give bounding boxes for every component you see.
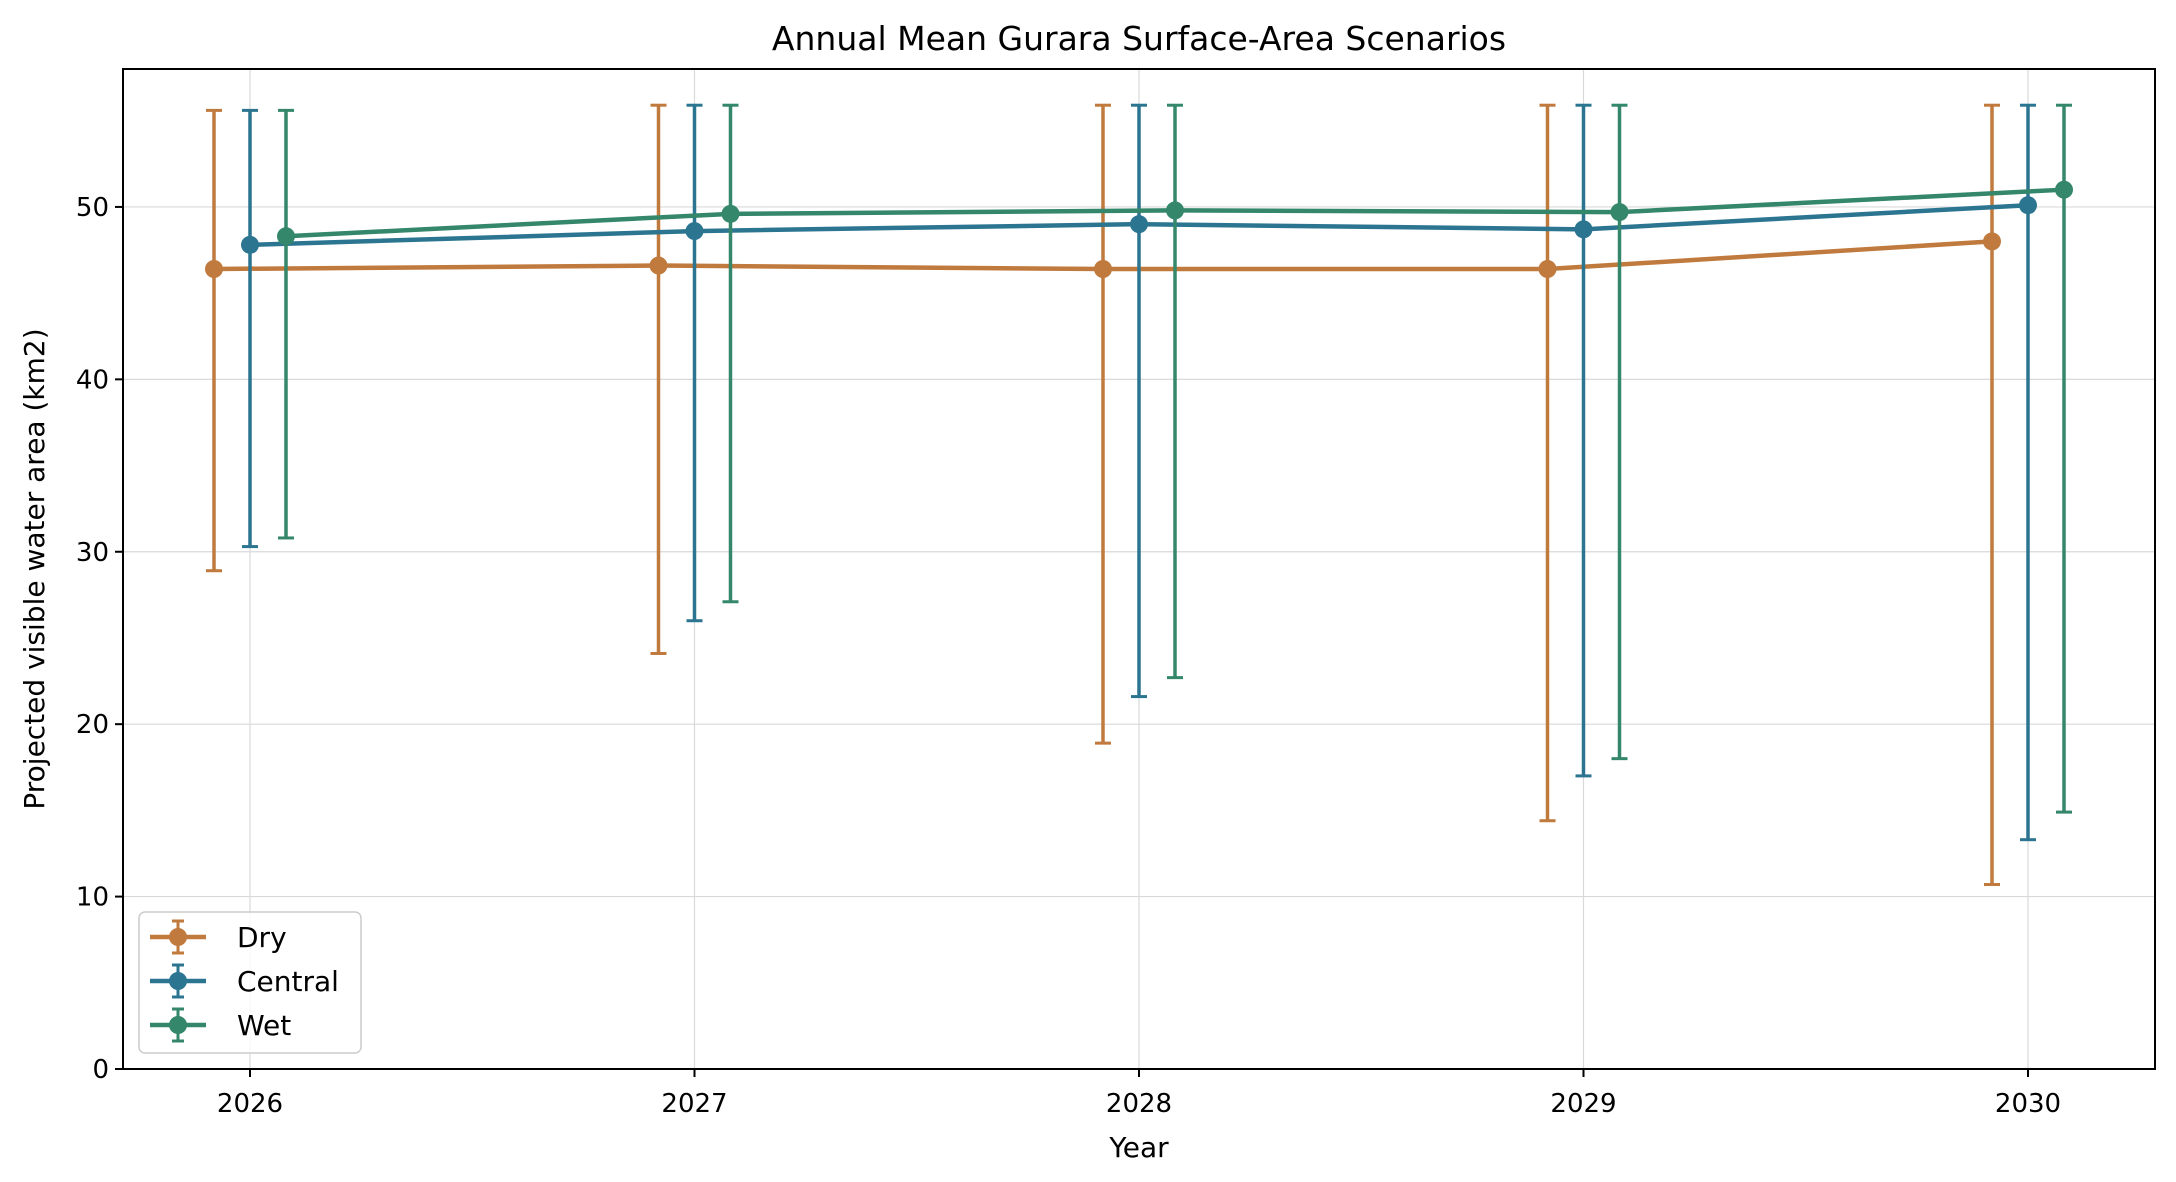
y-tick-label: 0 [92,1055,109,1085]
data-point [685,222,704,241]
legend-label: Central [237,965,339,998]
legend-item-wet: Wet [150,1007,291,1043]
data-point [1166,201,1184,220]
data-point [1538,260,1557,278]
y-tick-label: 50 [76,193,109,223]
y-axis-label: Projected visible water area (km2) [18,328,51,809]
series-dry [205,103,2001,887]
data-point [1574,220,1593,239]
data-point [205,260,223,278]
data-point [2019,196,2037,215]
x-axis-label: Year [1108,1131,1169,1164]
data-point [277,227,295,246]
legend-marker [169,928,187,946]
legend-marker [169,972,187,990]
legend: Dry Central Wet [138,911,362,1054]
data-point [649,256,668,275]
legend-marker [169,1016,187,1034]
data-point [1983,232,2001,251]
data-point [2055,180,2073,199]
data-point [1094,260,1112,278]
x-tick-label: 2029 [1550,1089,1616,1119]
series-wet [277,103,2073,814]
legend-box [138,911,362,1054]
legend-entries: Dry Central Wet [150,919,339,1043]
y-tick-label: 40 [76,365,109,395]
legend-item-dry: Dry [150,919,287,955]
series-central [241,103,2037,842]
x-tick-label: 2027 [661,1089,727,1119]
chart-title: Annual Mean Gurara Surface-Area Scenario… [772,19,1506,58]
x-tick-label: 2026 [217,1089,283,1119]
y-tick-label: 10 [76,883,109,913]
series-layer [205,103,2073,887]
y-tick-label: 20 [76,710,109,740]
legend-label: Wet [237,1009,291,1042]
data-point [1130,215,1148,234]
data-point [241,235,259,254]
x-tick-label: 2028 [1106,1089,1172,1119]
legend-label: Dry [237,921,287,954]
data-point [721,204,740,223]
legend-item-central: Central [150,963,339,999]
y-tick-label: 30 [76,538,109,568]
data-point [1610,203,1629,222]
x-tick-label: 2030 [1995,1089,2061,1119]
